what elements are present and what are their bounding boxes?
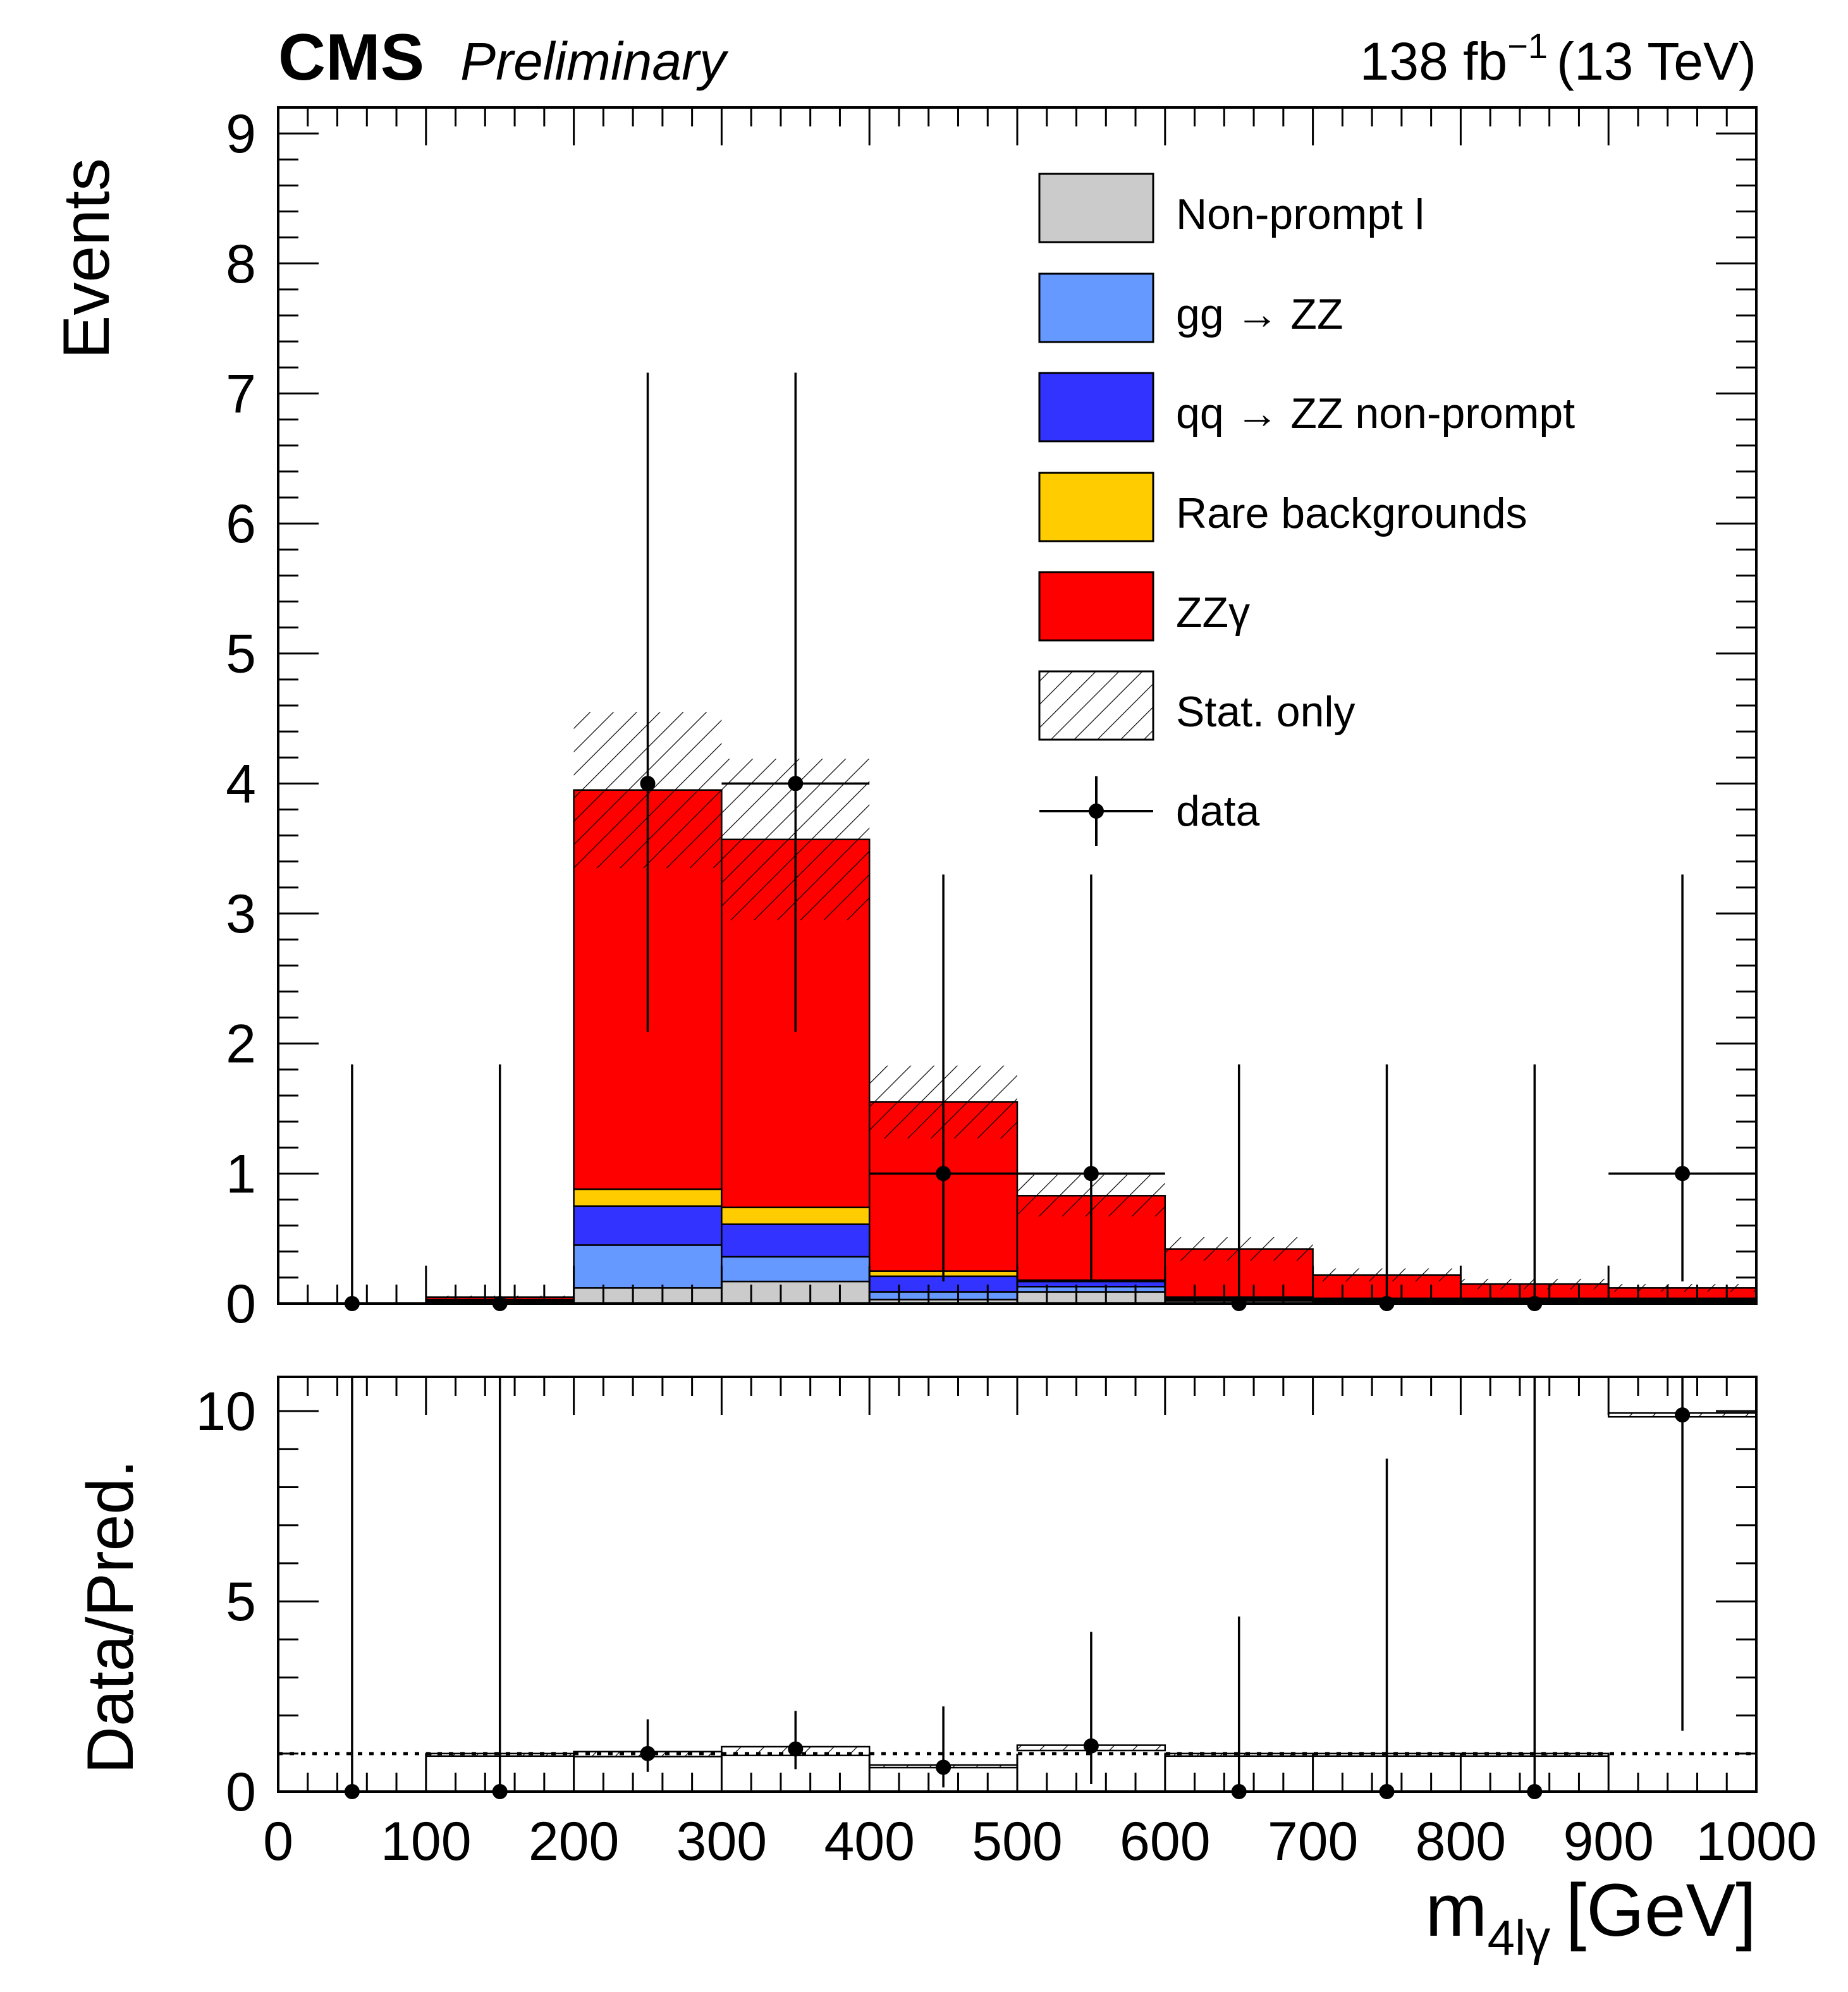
- ratio-point-3: [788, 1741, 804, 1757]
- lumi-label: 138 fb−1 (13 TeV): [1360, 26, 1756, 91]
- legend-label-non-prompt: Non-prompt l: [1176, 190, 1424, 238]
- stack-bar-s1-b4: [868, 1291, 1019, 1301]
- ratio-point-5: [1083, 1738, 1099, 1754]
- stack-bar-s3-b3: [721, 1206, 871, 1225]
- x-tick-label: 500: [972, 1811, 1063, 1872]
- y-axis-title-main: Events: [50, 158, 123, 359]
- x-tick-label: 1000: [1696, 1811, 1816, 1872]
- main-axis-ticks: [277, 106, 1758, 1305]
- data-point-2: [640, 776, 656, 791]
- x-tick-label: 400: [824, 1811, 915, 1872]
- ratio-point-9: [1675, 1407, 1691, 1423]
- data-point-5: [1083, 1166, 1099, 1182]
- data-points: [344, 372, 1756, 1311]
- legend-swatch-qq-zz: [1038, 372, 1154, 443]
- status-label: Preliminary: [460, 32, 729, 91]
- y-tick-label-ratio: 5: [226, 1572, 256, 1632]
- legend-data-marker: [1089, 804, 1104, 819]
- ratio-axis-ticks: [277, 1377, 1758, 1793]
- y-tick-label-main: 5: [226, 624, 256, 685]
- legend-label-stat: Stat. only: [1176, 688, 1355, 736]
- y-tick-label-main: 6: [226, 494, 256, 554]
- y-tick-label-main: 8: [226, 234, 256, 295]
- legend-label-rare: Rare backgrounds: [1176, 489, 1527, 537]
- stat-band-bin-9: [1608, 1284, 1756, 1292]
- data-point-4: [936, 1166, 952, 1182]
- stack-bar-s3-b2: [573, 1188, 723, 1207]
- ratio-plot-panel: 0 5 10 0 100 200 300 400 500 600 700 800 900 1000 Da…: [74, 1376, 1817, 1872]
- lumi-value: 138 fb: [1360, 32, 1508, 91]
- y-tick-label-main: 9: [226, 104, 256, 164]
- lumi-energy: (13 TeV): [1557, 32, 1756, 91]
- x-tick-label: 600: [1120, 1811, 1211, 1872]
- x-axis-title-subscript: 4lγ: [1488, 1910, 1551, 1965]
- x-tick-label: 200: [529, 1811, 620, 1872]
- x-tick-label: 900: [1563, 1811, 1654, 1872]
- y-tick-label-main: 2: [226, 1014, 256, 1075]
- legend-swatch-gg-zz: [1038, 272, 1154, 343]
- legend: Non-prompt l gg → ZZ qq → ZZ non-prompt …: [1038, 173, 1575, 846]
- main-plot-panel: 0 1 2 3 4 5 6 7 8 9 Events: [50, 104, 1758, 1335]
- y-axis-title-ratio: Data/Pred.: [74, 1460, 147, 1774]
- legend-swatch-zzgamma: [1038, 571, 1154, 642]
- ratio-point-2: [640, 1745, 656, 1761]
- x-tick-label: 700: [1268, 1811, 1359, 1872]
- legend-label-gg-zz: gg → ZZ: [1176, 290, 1343, 338]
- stack-bar-s1-b2: [573, 1244, 723, 1289]
- x-axis-title-unit: [GeV]: [1565, 1869, 1756, 1952]
- y-tick-label-main: 0: [226, 1274, 256, 1335]
- x-tick-labels: 0 100 200 300 400 500 600 700 800 900 1000: [263, 1811, 1817, 1872]
- y-tick-label-main: 7: [226, 364, 256, 424]
- x-axis-title-variable: m: [1425, 1869, 1487, 1952]
- y-tick-label-main: 1: [226, 1144, 256, 1204]
- legend-label-zzgamma: ZZγ: [1176, 589, 1250, 637]
- stack-bar-s0-b2: [573, 1287, 723, 1305]
- legend-swatch-non-prompt: [1038, 173, 1154, 243]
- experiment-label: CMS: [278, 21, 424, 94]
- stack-bar-s2-b3: [721, 1223, 871, 1258]
- y-tick-label-main: 3: [226, 884, 256, 944]
- ratio-points: [344, 1377, 1691, 1799]
- x-tick-label: 300: [676, 1811, 768, 1872]
- data-point-9: [1675, 1166, 1691, 1182]
- stack-bar-s0-b5: [1016, 1291, 1166, 1305]
- lumi-exponent: −1: [1507, 26, 1548, 66]
- legend-swatch-stat: [1038, 670, 1154, 741]
- ratio-point-4: [936, 1759, 952, 1775]
- data-point-3: [788, 776, 804, 791]
- ratio-y-tick-labels: 0 5 10: [195, 1381, 256, 1823]
- stack-bar-s1-b3: [721, 1256, 871, 1283]
- legend-label-qq-zz: qq → ZZ non-prompt: [1176, 389, 1575, 437]
- main-y-tick-labels: 0 1 2 3 4 5 6 7 8 9: [226, 104, 256, 1335]
- x-axis-title: m4lγ [GeV]: [1425, 1869, 1756, 1965]
- x-tick-label: 0: [263, 1811, 293, 1872]
- x-tick-label: 100: [381, 1811, 472, 1872]
- y-tick-label-ratio: 10: [195, 1381, 256, 1442]
- legend-swatch-rare: [1038, 472, 1154, 542]
- x-tick-label: 800: [1416, 1811, 1507, 1872]
- stack-bar-s0-b3: [721, 1280, 871, 1305]
- legend-label-data: data: [1176, 787, 1260, 835]
- y-tick-label-main: 4: [226, 754, 256, 814]
- y-tick-label-ratio: 0: [226, 1762, 256, 1823]
- stack-bar-s2-b2: [573, 1205, 723, 1246]
